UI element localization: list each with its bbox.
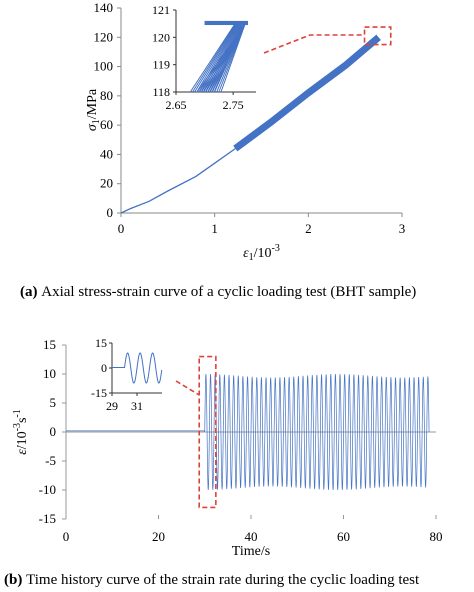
- zoom-connector: [175, 380, 200, 396]
- caption-b-label: (b): [4, 572, 26, 588]
- y-tick-label: 40: [100, 146, 113, 161]
- loading-curve: [120, 148, 236, 214]
- zoom-box: [363, 26, 392, 46]
- caption-b: (b) Time history curve of the strain rat…: [4, 572, 420, 588]
- y-tick-label: 0: [107, 205, 114, 220]
- y-tick-label: 15: [43, 337, 56, 352]
- y-tick-label: 120: [94, 29, 114, 44]
- caption-a: (a) Axial stress-strain curve of a cycli…: [20, 284, 416, 300]
- y-axis-title: σ1/MPa: [85, 88, 102, 131]
- x-tick-label: 3: [399, 221, 406, 236]
- y-tick-label: -10: [39, 482, 56, 497]
- y-tick-label: 10: [43, 366, 56, 381]
- inset-y-tick-label: 119: [152, 58, 170, 72]
- x-tick-label: 80: [430, 529, 443, 544]
- x-tick-label: 20: [152, 529, 165, 544]
- inset-x-tick-label: 31: [131, 399, 143, 413]
- y-axis-title: ε̇/10-3s-1: [12, 409, 30, 455]
- strain-rate-signal: [66, 373, 430, 491]
- y-tick-label: -5: [45, 453, 56, 468]
- x-axis-title: ε1/10-3: [243, 243, 280, 263]
- zoom-box: [198, 355, 217, 509]
- zoom-connector: [263, 34, 365, 54]
- y-tick-label: 140: [94, 0, 114, 15]
- y-tick-label: 60: [100, 117, 113, 132]
- y-tick-label: 80: [100, 88, 113, 103]
- inset-y-tick-label: -15: [91, 386, 107, 400]
- x-tick-label: 60: [337, 529, 350, 544]
- y-tick-label: 5: [50, 395, 57, 410]
- y-tick-label: 0: [50, 424, 57, 439]
- inset-y-tick-label: 15: [95, 336, 107, 350]
- caption-a-text: Axial stress-strain curve of a cyclic lo…: [41, 284, 416, 300]
- y-tick-label: 100: [94, 59, 114, 74]
- inset-loop-peak: [204, 20, 248, 26]
- panel-b-chart: 15 10 5 0 -5 -10 -15 0 20 40 60 80 Time/s ε̇/10-3s-1 1…: [4, 336, 443, 588]
- cyclic-band: [233, 34, 381, 152]
- y-tick-label: 20: [100, 176, 113, 191]
- inset-y-tick-label: 118: [152, 85, 170, 99]
- inset-y-tick-label: 0: [101, 361, 107, 375]
- caption-b-text: Time history curve of the strain rate du…: [26, 572, 420, 588]
- y-tick-label: -15: [39, 511, 56, 526]
- panel-a-chart: 0 1 2 3 0 20 40 60 80 100 120 140 ε1/10-3 σ1/MPa 118 11…: [20, 0, 416, 300]
- inset-x-tick-label: 2.65: [166, 98, 187, 112]
- x-tick-label: 40: [245, 529, 258, 544]
- x-tick-label: 0: [63, 529, 70, 544]
- inset-x-tick-label: 29: [106, 399, 118, 413]
- inset-y-tick-label: 120: [152, 30, 170, 44]
- caption-a-label: (a): [20, 284, 41, 300]
- x-tick-label: 2: [305, 221, 312, 236]
- inset-signal: [112, 352, 163, 384]
- x-axis-title: Time/s: [232, 544, 270, 559]
- x-tick-label: 0: [118, 221, 125, 236]
- x-tick-label: 1: [211, 221, 218, 236]
- inset-y-tick-label: 121: [152, 3, 170, 17]
- inset-x-tick-label: 2.75: [223, 98, 244, 112]
